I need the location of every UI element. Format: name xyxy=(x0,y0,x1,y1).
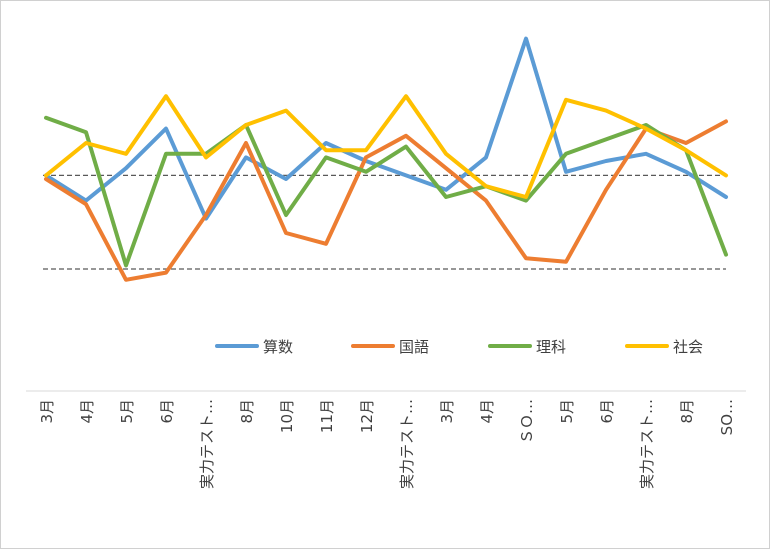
x-tick-label: 実力テスト… xyxy=(398,399,416,489)
x-tick-label: 実力テスト… xyxy=(638,399,656,489)
x-tick-label: 3月 xyxy=(38,399,56,424)
x-tick-label: 5月 xyxy=(558,399,576,424)
x-tick-label: 3月 xyxy=(438,399,456,424)
x-tick-label: 5月 xyxy=(118,399,136,424)
x-tick-label: ＳＯ… xyxy=(518,399,536,444)
x-tick-label: 6月 xyxy=(158,399,176,424)
series-line-3 xyxy=(44,115,728,268)
x-tick-label: 8月 xyxy=(238,399,256,424)
x-tick-label: 12月 xyxy=(358,399,376,433)
x-tick-label: 10月 xyxy=(278,399,296,433)
x-tick-label: 6月 xyxy=(598,399,616,424)
legend-label-3: 理科 xyxy=(536,338,566,356)
series-line-4 xyxy=(44,94,728,199)
x-tick-label: 11月 xyxy=(318,399,336,433)
x-tick-label: 4月 xyxy=(78,399,96,424)
x-tick-label: SO… xyxy=(718,399,736,435)
legend-label-2: 国語 xyxy=(399,338,429,356)
series-line-1 xyxy=(44,36,728,221)
x-tick-label: 実力テスト… xyxy=(198,399,216,489)
x-tick-label: 8月 xyxy=(678,399,696,424)
legend-label-1: 算数 xyxy=(263,338,293,356)
x-tick-label: 4月 xyxy=(478,399,496,424)
series-line-2 xyxy=(44,119,728,282)
legend-label-4: 社会 xyxy=(673,338,703,356)
